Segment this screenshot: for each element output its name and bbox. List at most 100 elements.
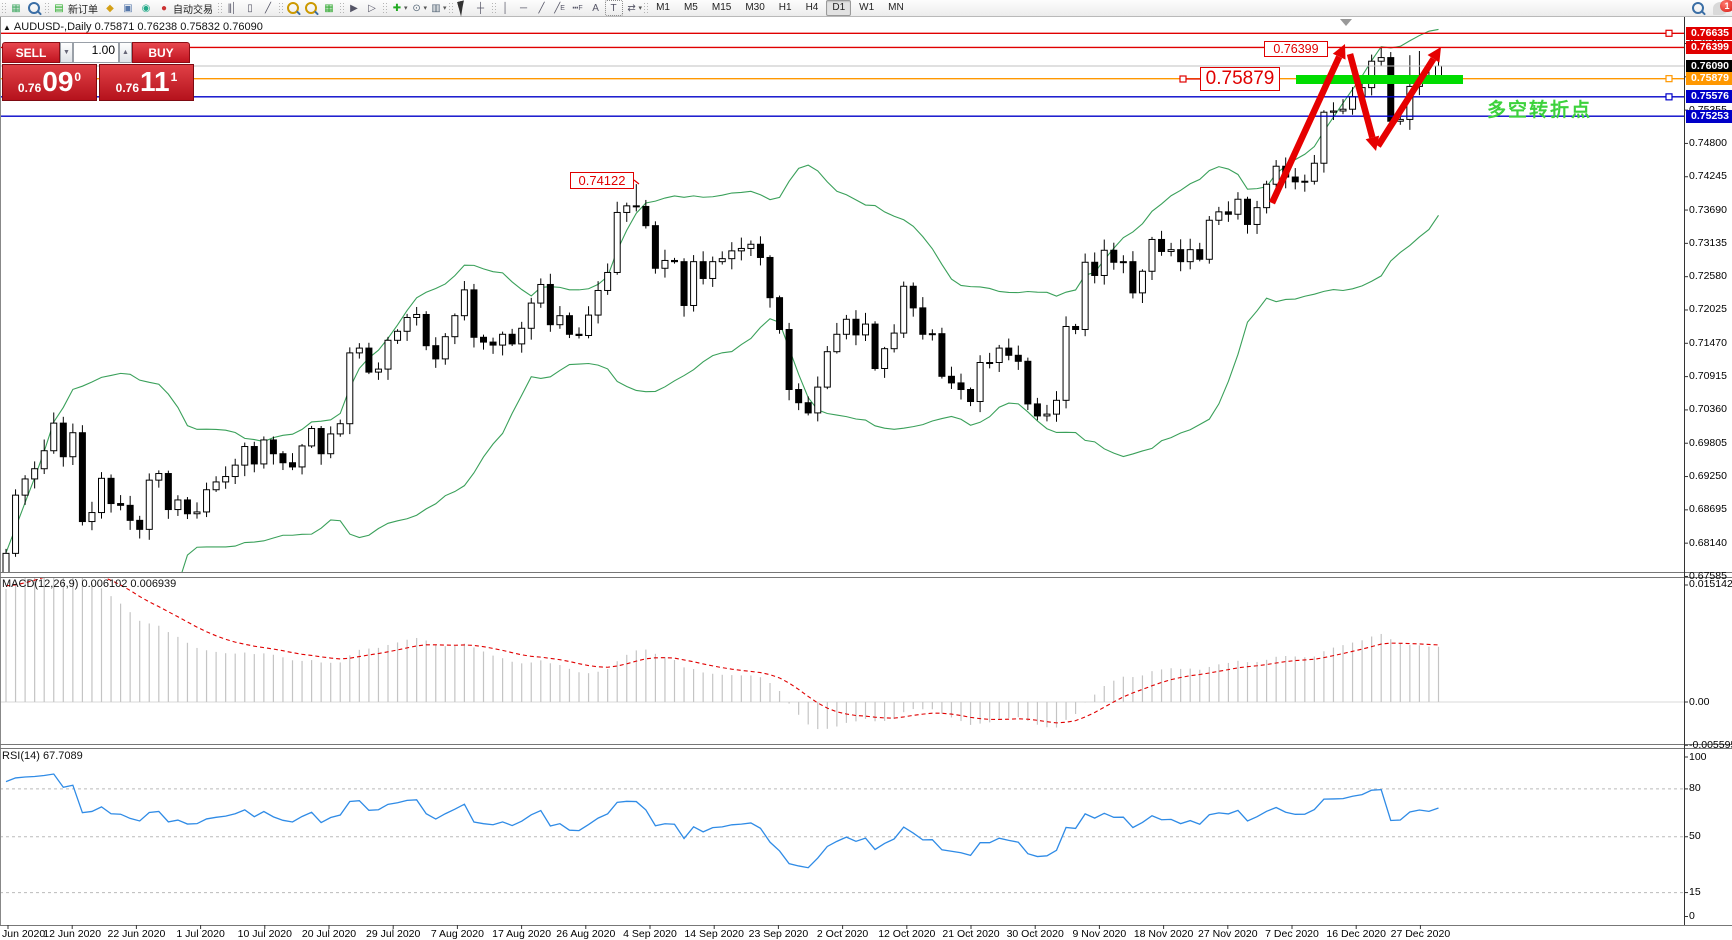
price-badge-0.76399: 0.76399: [1686, 40, 1732, 54]
price-tick: 0.74245: [1689, 170, 1727, 183]
notification-badge[interactable]: 1: [1720, 0, 1732, 12]
price-tick: 0.68695: [1689, 503, 1727, 516]
price-badge-0.75879: 0.75879: [1686, 72, 1732, 86]
tab-timeframe-M15[interactable]: M15: [711, 2, 732, 13]
trend-arrow[interactable]: [1269, 55, 1343, 205]
one-click-trading-panel: SELL ▼ 1.00 ▲ BUY 0.76 09 0 0.76 11 1: [2, 42, 196, 101]
rsi-panel: [0, 773, 1684, 894]
tab-timeframe-H4[interactable]: H4: [805, 2, 819, 13]
toolbar-grip[interactable]: [278, 2, 283, 14]
date-tick: 30 Oct 2020: [1006, 928, 1064, 940]
styler-icon[interactable]: ◆: [106, 2, 114, 14]
templates-icon[interactable]: ▥: [431, 2, 441, 14]
toolbar-grip[interactable]: [339, 2, 344, 14]
zoom-out-icon[interactable]: [302, 0, 320, 16]
price-tick: 0.68140: [1689, 536, 1727, 549]
volume-input[interactable]: 1.00: [73, 42, 119, 63]
text-tool-icon[interactable]: A: [592, 2, 599, 14]
toolbar-grip[interactable]: [382, 2, 387, 14]
equidistant-channel-icon[interactable]: ╱ E: [554, 2, 565, 14]
tab-timeframe-M1[interactable]: M1: [656, 2, 670, 13]
date-tick: Jun 2020: [2, 928, 46, 940]
turning-point-text[interactable]: 多空转折点: [1487, 100, 1593, 121]
bar-chart-icon[interactable]: ||│: [227, 2, 237, 14]
price-tick: 0.67585: [1689, 569, 1727, 582]
tab-timeframe-H1[interactable]: H1: [778, 2, 792, 13]
toolbar-grip[interactable]: [490, 2, 496, 14]
indicators-caret-icon[interactable]: ▾: [404, 5, 408, 12]
sell-button[interactable]: SELL: [2, 42, 60, 63]
signal-icon[interactable]: ◉: [141, 2, 151, 14]
toolbar-grip[interactable]: [643, 2, 649, 14]
rsi-tick: 15: [1689, 886, 1701, 899]
crosshair-icon[interactable]: ┼: [477, 2, 485, 14]
support-zone-bar[interactable]: [1296, 75, 1463, 84]
line-chart-icon[interactable]: ╱: [264, 2, 272, 14]
date-tick: 27 Nov 2020: [1198, 928, 1258, 940]
market-watch-icon[interactable]: [25, 0, 43, 16]
toolbar-grip[interactable]: [447, 2, 453, 14]
toolbar-grip[interactable]: [44, 2, 49, 14]
date-tick: 17 Aug 2020: [492, 928, 552, 940]
chart-window-icon[interactable]: ▦: [11, 2, 21, 14]
search-icon[interactable]: [1689, 0, 1707, 16]
chat-icon[interactable]: 1: [1713, 0, 1732, 15]
trendline-icon[interactable]: ╱: [538, 2, 545, 14]
buy-price-display[interactable]: 0.76 11 1: [99, 64, 194, 101]
buy-button[interactable]: BUY: [132, 42, 190, 63]
date-tick: 29 Jul 2020: [366, 928, 421, 940]
september-high-label[interactable]: 0.74122: [570, 172, 634, 189]
support-price-label[interactable]: 0.75879: [1200, 67, 1280, 91]
fibonacci-icon[interactable]: ┅ F: [572, 2, 583, 14]
trend-arrow[interactable]: [1346, 53, 1376, 139]
cursor-icon[interactable]: [454, 0, 472, 17]
zoom-in-icon[interactable]: [284, 0, 302, 16]
hline-marker-icon: [1665, 93, 1673, 101]
autotrade-icon[interactable]: ●: [160, 2, 168, 14]
main-chart-panel: [2, 28, 1442, 572]
price-tick: 0.69250: [1689, 470, 1727, 483]
toolbar-grip[interactable]: [217, 2, 222, 14]
periods-icon[interactable]: ⊙: [412, 2, 421, 14]
volume-increase-button[interactable]: ▲: [119, 42, 132, 63]
tile-windows-icon[interactable]: ▦: [324, 2, 334, 14]
hline-marker-icon: [1665, 29, 1673, 37]
macd-tick: 0.015142: [1689, 578, 1732, 591]
macd-tick: 0.00: [1689, 695, 1710, 708]
periods-caret-icon[interactable]: ▾: [423, 5, 428, 12]
tab-timeframe-MN[interactable]: MN: [888, 2, 904, 13]
tab-timeframe-D1[interactable]: D1: [826, 0, 852, 16]
sell-price-display[interactable]: 0.76 09 0: [2, 64, 97, 101]
macd-tick: -0.005595: [1689, 738, 1732, 751]
tab-timeframe-W1[interactable]: W1: [859, 2, 875, 13]
candlestick-chart-icon[interactable]: ▯: [247, 2, 253, 14]
templates-caret-icon[interactable]: ▾: [443, 5, 447, 12]
tab-timeframe-M30[interactable]: M30: [745, 2, 765, 13]
trend-arrow[interactable]: [1375, 57, 1437, 148]
top-toolbar: ▦ ▤ 新订单 ◆ ▣ ◉ ● 自动交易 ||│ ▯ ╱ ▦ ▶ ▷ ✚ ▾ ⊙ ▾…: [0, 0, 1732, 17]
terminal-icon[interactable]: ▣: [123, 2, 133, 14]
toolbar-grip[interactable]: [1, 2, 6, 14]
volume-decrease-button[interactable]: ▼: [60, 42, 73, 63]
arrows-caret-icon[interactable]: ▾: [638, 5, 643, 12]
resistance-price-label[interactable]: 0.76399: [1264, 41, 1328, 57]
date-tick: 9 Nov 2020: [1072, 928, 1127, 940]
tab-timeframe-M5[interactable]: M5: [683, 2, 698, 13]
date-tick: 26 Aug 2020: [556, 928, 616, 940]
chart-shift-icon[interactable]: ▷: [368, 2, 376, 14]
auto-scroll-icon[interactable]: ▶: [350, 2, 358, 14]
new-order-icon[interactable]: ▤: [54, 2, 64, 14]
date-tick: 10 Jul 2020: [237, 928, 292, 940]
horizontal-line-icon[interactable]: ─: [520, 2, 528, 14]
price-tick: 0.72025: [1689, 303, 1727, 316]
new-order-button[interactable]: 新订单: [68, 4, 98, 16]
indicators-icon[interactable]: ✚: [392, 2, 402, 14]
text-label-tool-icon[interactable]: T: [604, 0, 623, 16]
vertical-line-icon[interactable]: │: [502, 2, 509, 14]
chart-frame: [0, 16, 1732, 929]
price-tick: 0.69805: [1689, 436, 1727, 449]
arrows-tool-icon[interactable]: ⇄: [627, 2, 636, 14]
autotrade-button[interactable]: 自动交易: [173, 4, 213, 16]
